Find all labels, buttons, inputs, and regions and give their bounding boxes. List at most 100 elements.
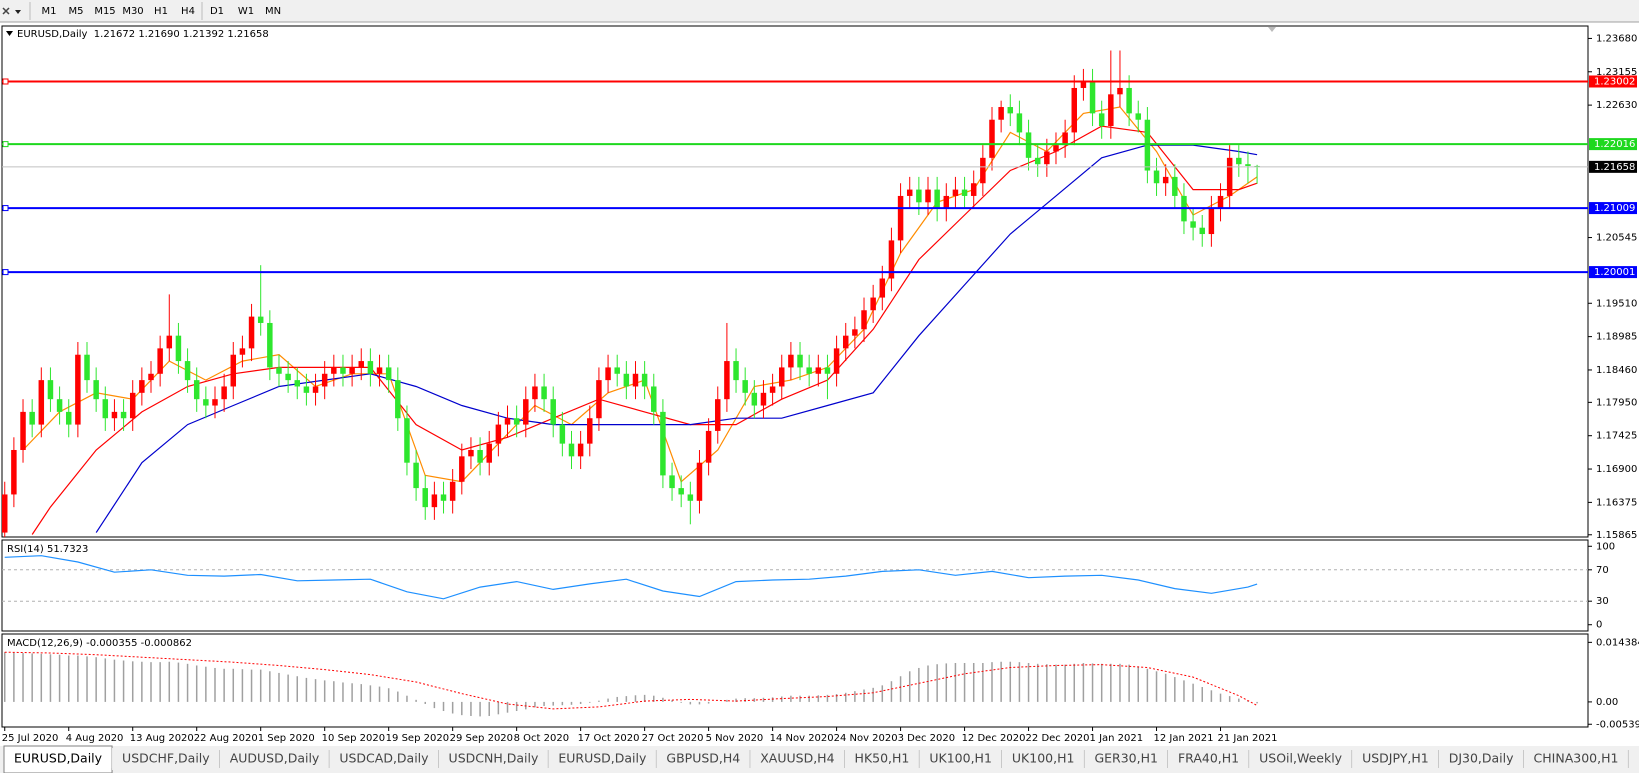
level-handle[interactable] — [2, 78, 9, 85]
candle-body — [532, 386, 538, 400]
timeframe-button[interactable]: W1 — [238, 6, 254, 17]
candle-body — [568, 443, 575, 457]
candle-body — [1135, 113, 1141, 120]
y-tick-label: 1.23155 — [1596, 67, 1637, 78]
candle-body — [824, 367, 831, 374]
tab-label[interactable]: DJ30,Daily — [1449, 751, 1514, 766]
level-handle[interactable] — [2, 205, 9, 212]
tab[interactable] — [329, 748, 439, 770]
tab[interactable] — [438, 748, 549, 770]
y-tick-label: -0.005396 — [1596, 719, 1639, 730]
timeframe-button[interactable]: H1 — [154, 6, 168, 17]
tab-label[interactable]: GBPUSD,H4 — [666, 751, 740, 766]
y-tick-label: 0.00 — [1596, 697, 1618, 708]
tab[interactable] — [1084, 748, 1168, 770]
tab[interactable] — [1001, 748, 1085, 770]
tab-label[interactable]: USDCHF,Daily — [122, 751, 210, 766]
level-label: 1.22016 — [1594, 139, 1635, 150]
candle-body — [248, 316, 255, 349]
candle-body — [184, 361, 191, 381]
tab-label[interactable]: UK100,H1 — [929, 751, 992, 766]
tab[interactable] — [1249, 748, 1353, 770]
tab[interactable] — [548, 748, 657, 770]
tab-label[interactable]: FRA40,H1 — [1178, 751, 1239, 766]
x-tick-label: 13 Aug 2020 — [130, 733, 194, 744]
cursor-icon[interactable] — [2, 7, 10, 15]
candle-body — [404, 418, 410, 463]
tab-label[interactable]: HK50,H1 — [855, 751, 910, 766]
timeframe-button[interactable]: D1 — [210, 6, 224, 17]
dropdown-arrow[interactable] — [15, 10, 21, 14]
candle-body — [861, 310, 867, 330]
tab[interactable] — [112, 748, 220, 770]
tab-label[interactable]: EURUSD,Daily — [14, 751, 103, 766]
moving-average — [31, 125, 1258, 535]
tab[interactable] — [1523, 748, 1629, 770]
tab-label[interactable]: XAUUSD,H4 — [760, 751, 834, 766]
tab-label[interactable]: EURUSD,Daily — [558, 751, 647, 766]
level-handle[interactable] — [2, 141, 9, 148]
candle-body — [550, 399, 556, 425]
candle-body — [1034, 157, 1041, 165]
candle-body — [724, 361, 730, 400]
tab[interactable] — [750, 748, 845, 770]
tab[interactable] — [219, 748, 330, 770]
tab-label[interactable]: AUDUSD,Daily — [230, 751, 320, 766]
timeframe-button[interactable]: H4 — [181, 6, 195, 17]
tab[interactable] — [919, 748, 1002, 770]
candle-body — [833, 348, 840, 374]
tab-label[interactable]: USDCAD,Daily — [339, 751, 429, 766]
tab-label[interactable]: CHINA300,H1 — [1534, 751, 1619, 766]
tab[interactable] — [656, 748, 751, 770]
timeframe-button[interactable]: M5 — [69, 6, 84, 17]
tab-label[interactable]: USDCNH,Daily — [449, 751, 539, 766]
timeframe-button[interactable]: M30 — [122, 6, 143, 17]
candle-body — [321, 373, 328, 387]
x-tick-label: 24 Nov 2020 — [834, 733, 898, 744]
tab-label[interactable]: USOil,Weekly — [1259, 751, 1343, 766]
x-tick-label: 25 Jul 2020 — [2, 733, 59, 744]
candle-body — [331, 367, 337, 374]
candle-body — [779, 367, 785, 387]
tab[interactable] — [844, 748, 920, 770]
y-tick-label: 1.22630 — [1596, 100, 1637, 111]
timeframe-button[interactable]: M1 — [42, 6, 57, 17]
timeframe-button[interactable]: M15 — [94, 6, 115, 17]
x-tick-label: 12 Dec 2020 — [962, 733, 1026, 744]
tab[interactable] — [1628, 748, 1639, 770]
candle-body — [687, 494, 694, 501]
candle-body — [797, 354, 803, 368]
candle-body — [440, 494, 447, 501]
x-tick-label: 22 Dec 2020 — [1026, 733, 1090, 744]
level-handle[interactable] — [2, 269, 9, 276]
candle-body — [340, 367, 346, 374]
candle-body — [1172, 176, 1178, 196]
candle-body — [1190, 221, 1196, 228]
candle-body — [934, 189, 940, 209]
rsi-panel — [1, 539, 1589, 632]
tab[interactable] — [1167, 748, 1250, 770]
candle-body — [47, 380, 54, 400]
candle-body — [312, 386, 319, 393]
x-tick-label: 1 Sep 2020 — [258, 733, 315, 744]
candle-body — [1089, 81, 1096, 114]
candle-body — [413, 462, 419, 489]
current-price-label: 1.21658 — [1594, 162, 1635, 173]
candle-body — [431, 494, 438, 508]
candle-body — [970, 183, 977, 196]
tab-label[interactable]: USDJPY,H1 — [1362, 751, 1429, 766]
y-tick-label: 1.18985 — [1596, 332, 1637, 343]
candle-body — [623, 373, 630, 387]
tab-label[interactable]: UK100,H1 — [1012, 751, 1075, 766]
tab[interactable] — [1438, 748, 1524, 770]
candle-body — [120, 411, 127, 419]
candle-body — [459, 456, 465, 482]
tab[interactable] — [1352, 748, 1439, 770]
rsi-line — [4, 555, 1258, 600]
candle-body — [303, 386, 310, 393]
candle-body — [769, 386, 776, 393]
tab-label[interactable]: GER30,H1 — [1094, 751, 1158, 766]
timeframe-button[interactable]: MN — [265, 6, 281, 17]
y-tick-label: 1.15865 — [1596, 530, 1637, 541]
candle-body — [641, 373, 648, 387]
